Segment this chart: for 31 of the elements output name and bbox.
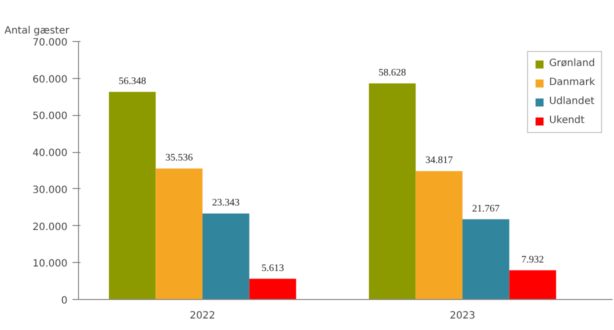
bar [462, 219, 510, 300]
bar [156, 168, 203, 300]
legend-label: Udlandet [549, 96, 594, 107]
bar [368, 83, 416, 300]
legend-label: Danmark [549, 77, 595, 88]
y-tick-label: 30.000 [32, 184, 68, 196]
bar [202, 213, 250, 300]
data-label: 23.343 [212, 197, 240, 208]
y-tick-label: 20.000 [32, 222, 68, 233]
data-label: 34.817 [425, 155, 453, 166]
y-tick-label: 40.000 [32, 148, 68, 160]
bar [108, 92, 156, 300]
data-label: 56.348 [118, 76, 146, 87]
data-label: 58.628 [378, 67, 406, 78]
data-label: 7.932 [521, 254, 544, 266]
data-label: 5.613 [261, 262, 284, 274]
data-label: 21.767 [472, 203, 500, 214]
legend-label: Ukendt [549, 115, 585, 126]
y-tick-label: 60.000 [32, 74, 68, 86]
bar [509, 270, 556, 300]
y-axis-title: Antal gæster [4, 26, 70, 36]
y-tick-label: 0 [61, 296, 68, 306]
bar [416, 171, 462, 300]
bar [249, 278, 296, 300]
legend-label: Grønland [549, 58, 595, 69]
y-tick-label: 70.000 [32, 38, 68, 48]
y-tick-label: 50.000 [32, 111, 68, 122]
y-tick-label: 10.000 [32, 258, 68, 270]
x-tick-label: 2022 [190, 310, 216, 322]
x-tick-label: 2023 [450, 310, 476, 322]
data-label: 35.536 [165, 152, 193, 164]
